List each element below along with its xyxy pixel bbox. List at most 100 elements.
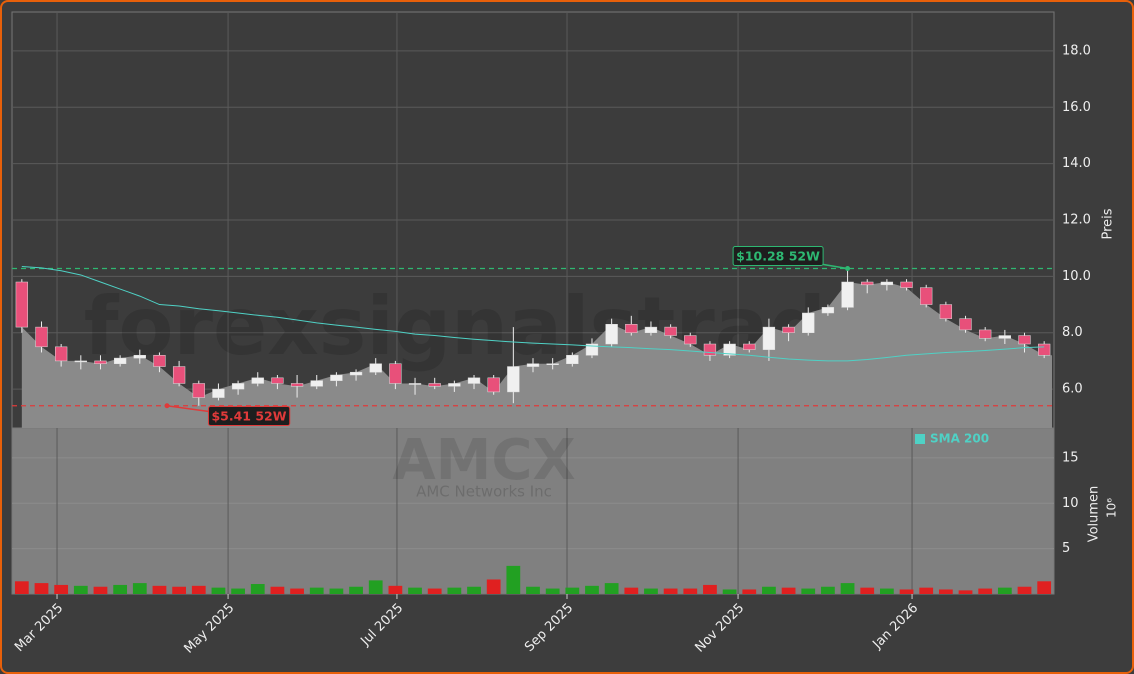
volume-bar: [919, 587, 934, 594]
annotation-box: [732, 246, 824, 266]
y2-multiplier: 10⁶: [1105, 498, 1119, 518]
annotation-label: $10.28 52W: [736, 249, 820, 264]
candle-body: [585, 343, 599, 356]
volume-bar: [447, 587, 462, 594]
candle-body: [939, 304, 953, 319]
candle-body: [55, 346, 68, 362]
candle-body: [526, 363, 540, 367]
candle-body: [507, 366, 520, 393]
sma-line: [21, 266, 1045, 362]
candle-body: [723, 343, 736, 356]
volume-bar: [191, 585, 206, 594]
volume-bar: [801, 588, 816, 594]
volume-bar: [978, 588, 993, 594]
y-tick-label: 18.0: [1062, 43, 1091, 58]
candle-body: [153, 355, 166, 367]
volume-bar: [152, 585, 167, 594]
x-tick-label: Mar 2025: [12, 601, 66, 655]
y-axis-label: Preis: [1101, 208, 1116, 239]
volume-bar: [329, 588, 344, 594]
annotation-box: [207, 406, 291, 426]
volume-bar: [840, 583, 855, 594]
volume-bar: [683, 588, 698, 594]
volume-bar: [408, 587, 422, 594]
volume-bar: [113, 584, 128, 594]
y2-tick-label: 10: [1062, 496, 1079, 511]
candle-body: [310, 380, 323, 387]
candle-body: [959, 318, 972, 331]
candle-body: [290, 383, 304, 387]
candle-body: [546, 363, 559, 365]
volume-bar: [34, 583, 49, 594]
volume-bar: [762, 586, 776, 594]
y2-axis-label: Volumen: [1087, 486, 1102, 543]
y-tick-label: 6.0: [1062, 382, 1083, 397]
candle-body: [369, 363, 382, 373]
candle-body: [389, 363, 402, 384]
ticker-watermark: AMCX: [392, 428, 575, 493]
candle-body: [743, 343, 756, 350]
volume-bar: [368, 580, 383, 594]
volume-bar: [644, 588, 658, 594]
candle-body: [448, 383, 461, 387]
candle-body: [408, 383, 422, 385]
volume-bar: [545, 588, 560, 594]
volume-bar: [781, 587, 796, 594]
price-area: [21, 282, 1052, 428]
candle-body: [821, 307, 835, 314]
y2-tick-label: 5: [1062, 541, 1070, 556]
volume-bar: [821, 586, 835, 594]
y-tick-label: 16.0: [1062, 100, 1091, 115]
candle-body: [802, 312, 815, 333]
candle-body: [172, 366, 186, 384]
candle-body: [684, 335, 697, 345]
volume-bar: [565, 587, 580, 594]
candle-body: [1038, 343, 1051, 356]
company-watermark: AMC Networks Inc: [416, 483, 552, 501]
x-tick-label: Jul 2025: [358, 601, 407, 650]
y-tick-label: 14.0: [1062, 156, 1091, 171]
arrow-head: [845, 265, 851, 271]
candle-body: [644, 326, 658, 333]
candle-body: [467, 377, 481, 384]
volume-bar: [231, 588, 245, 594]
volume-bar: [997, 587, 1012, 594]
candle-body: [664, 326, 677, 336]
volume-bar: [309, 587, 324, 594]
candle-body: [841, 281, 854, 308]
x-tick-label: Nov 2025: [692, 601, 747, 656]
candle-body: [762, 326, 776, 350]
volume-bar: [290, 588, 304, 594]
candle-body: [349, 371, 363, 376]
volume-bar: [663, 588, 678, 594]
volume-bar: [722, 589, 737, 594]
y-tick-label: 10.0: [1062, 269, 1091, 284]
volume-bar: [1017, 586, 1032, 594]
volume-bar: [132, 583, 147, 594]
volume-bar: [93, 586, 108, 594]
volume-bar: [73, 585, 88, 594]
volume-bar: [486, 579, 501, 594]
volume-bar: [860, 587, 875, 594]
candle-body: [133, 355, 146, 359]
candle-body: [35, 326, 48, 348]
candle-body: [231, 383, 245, 390]
volume-bar: [270, 586, 285, 594]
candle-body: [703, 343, 717, 356]
candle-body: [861, 281, 874, 286]
candle-body: [15, 281, 28, 328]
candle-body: [428, 383, 441, 387]
volume-bar: [349, 586, 363, 594]
candle-body: [998, 335, 1011, 339]
candle-body: [566, 355, 579, 364]
candle-body: [920, 287, 933, 305]
volume-bar: [1037, 581, 1052, 594]
candle-body: [880, 281, 894, 286]
y-tick-label: 12.0: [1062, 213, 1091, 228]
volume-bar: [388, 585, 403, 594]
volume-bar: [506, 565, 521, 594]
candle-body: [979, 329, 992, 339]
candle-body: [605, 324, 618, 345]
